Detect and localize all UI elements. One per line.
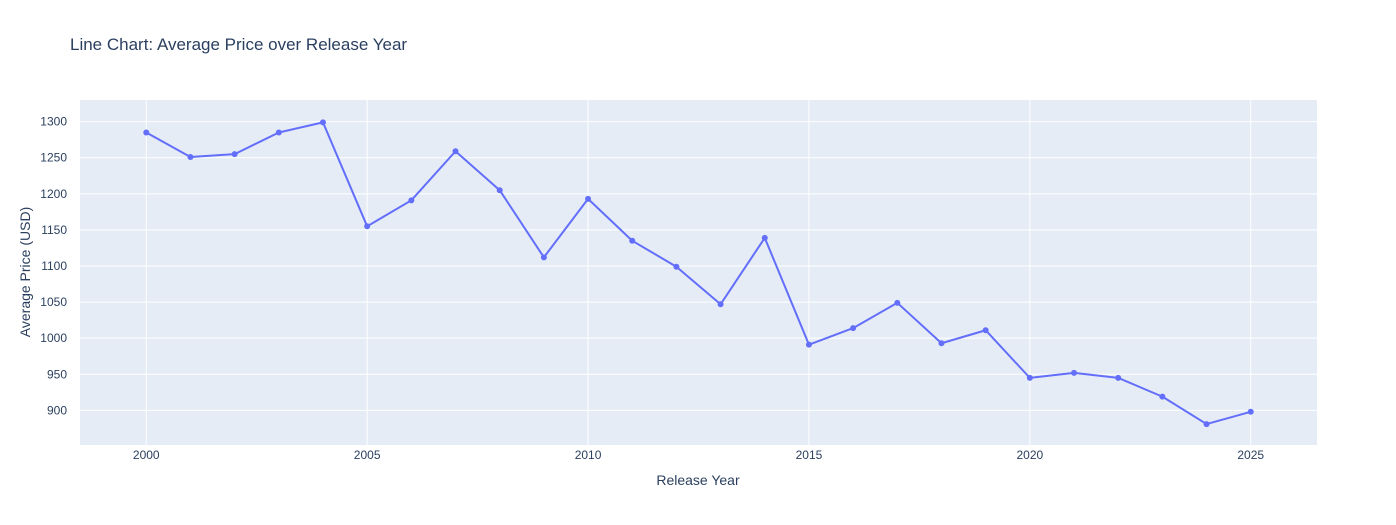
data-point[interactable] <box>938 340 945 347</box>
y-tick-label: 1150 <box>41 223 67 237</box>
data-point[interactable] <box>1203 421 1210 428</box>
x-tick-label: 2025 <box>1237 448 1264 462</box>
data-point[interactable] <box>1026 374 1033 381</box>
data-point[interactable] <box>319 119 326 126</box>
data-point[interactable] <box>275 129 282 136</box>
series-layer <box>143 119 1254 428</box>
data-point[interactable] <box>1115 374 1122 381</box>
data-point[interactable] <box>982 327 989 334</box>
series-line <box>145 121 1251 426</box>
grid-lines <box>80 100 1317 445</box>
x-tick-label: 2005 <box>354 448 381 462</box>
data-point[interactable] <box>143 129 150 136</box>
data-point[interactable] <box>894 299 901 306</box>
x-tick-label: 2010 <box>575 448 602 462</box>
x-tick-label: 2000 <box>133 448 160 462</box>
data-point[interactable] <box>540 254 547 261</box>
data-point[interactable] <box>408 197 415 204</box>
y-tick-label: 1300 <box>40 115 67 129</box>
data-point[interactable] <box>1071 369 1078 376</box>
data-point[interactable] <box>717 301 724 308</box>
data-point[interactable] <box>1247 408 1254 415</box>
y-tick-label: 950 <box>47 367 67 381</box>
plot-area <box>80 100 1317 445</box>
data-point[interactable] <box>629 237 636 244</box>
data-point[interactable] <box>364 223 371 230</box>
data-point[interactable] <box>1159 393 1166 400</box>
x-tick-label: 2015 <box>796 448 823 462</box>
chart-title: Line Chart: Average Price over Release Y… <box>70 35 407 54</box>
y-tick-labels: 900 950 1000 1050 1100 1150 1200 1250 1300 <box>40 115 67 418</box>
y-tick-label: 1100 <box>41 259 67 273</box>
data-point[interactable] <box>585 195 592 202</box>
data-point[interactable] <box>850 325 857 332</box>
data-point[interactable] <box>231 151 238 158</box>
data-point[interactable] <box>496 187 503 194</box>
x-axis-title: Release Year <box>656 472 740 488</box>
data-point[interactable] <box>761 234 768 241</box>
x-tick-labels: 2000 2005 2010 2015 2020 2025 <box>133 448 1264 462</box>
y-tick-label: 1200 <box>40 187 67 201</box>
data-point[interactable] <box>673 263 680 270</box>
y-tick-label: 1000 <box>40 331 67 345</box>
data-point[interactable] <box>805 341 812 348</box>
y-tick-label: 900 <box>47 403 67 417</box>
y-tick-label: 1050 <box>40 295 67 309</box>
y-axis-title: Average Price (USD) <box>17 207 33 337</box>
y-tick-label: 1250 <box>40 151 67 165</box>
data-point[interactable] <box>187 154 194 161</box>
x-tick-label: 2020 <box>1016 448 1043 462</box>
data-point[interactable] <box>452 148 459 155</box>
